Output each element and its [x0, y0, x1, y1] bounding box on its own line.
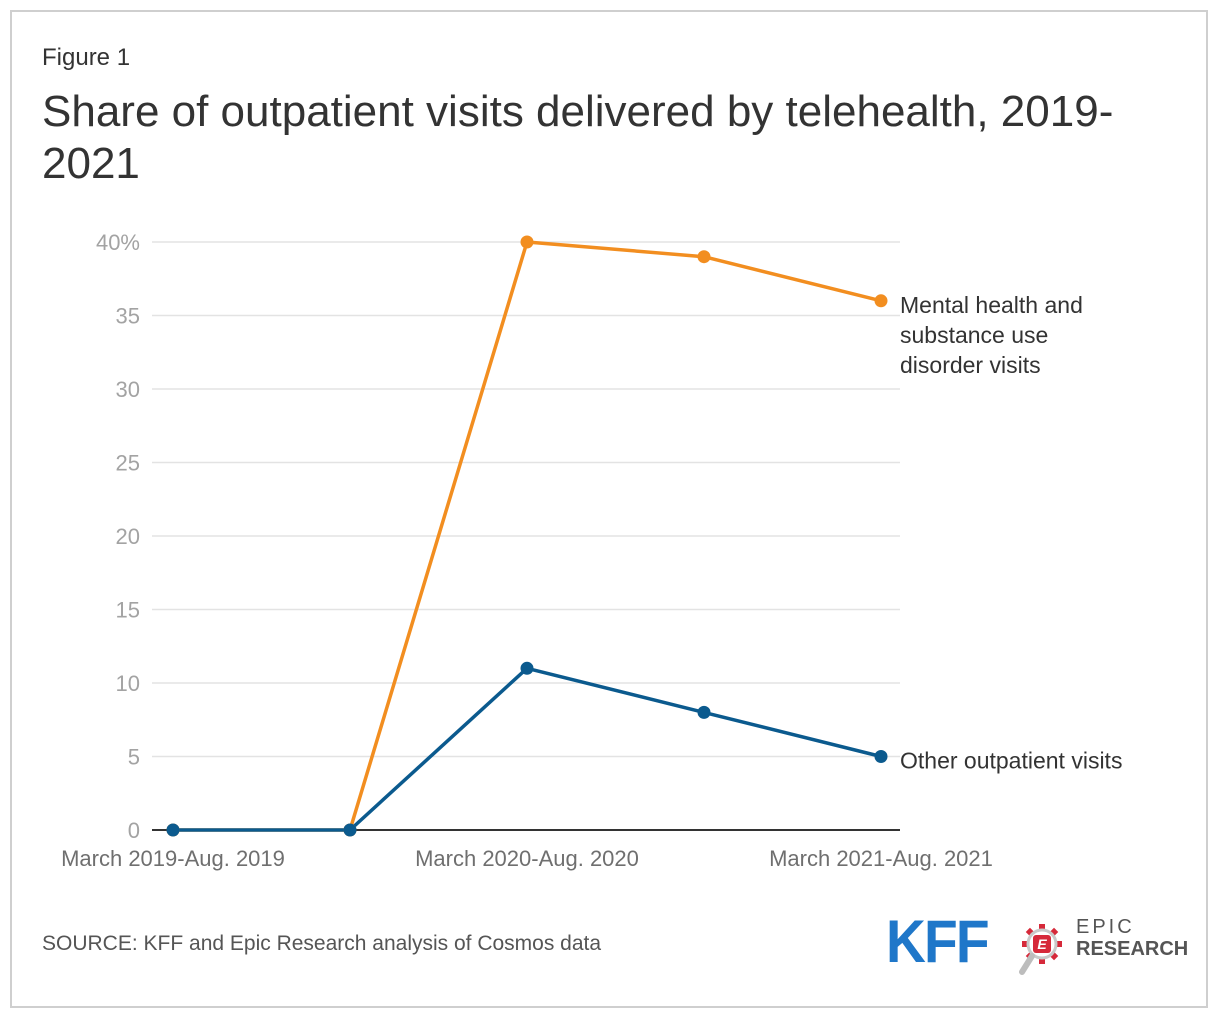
y-tick-label: 15	[116, 598, 140, 623]
y-tick-label: 35	[116, 304, 140, 329]
series-1-label: substance use	[900, 322, 1048, 348]
y-tick-label: 25	[116, 451, 140, 476]
series-2-point	[520, 661, 534, 675]
series-2-point	[874, 750, 888, 763]
series-line-2	[173, 666, 882, 832]
series-1-point	[520, 235, 534, 249]
y-tick-label: 30	[116, 377, 140, 402]
series-1-label: Mental health and	[900, 292, 1083, 318]
series-1-point	[697, 250, 711, 264]
x-tick-label: March 2019-Aug. 2019	[61, 846, 285, 871]
logos: KFF E EPIC RESEARCH	[886, 908, 1188, 975]
figure-label: Figure 1	[42, 44, 131, 71]
y-tick-label: 40%	[96, 230, 140, 255]
epic-research-wordmark: EPIC RESEARCH	[1076, 916, 1188, 960]
series-2-point	[697, 705, 711, 719]
series-2-point	[343, 823, 357, 837]
x-tick-label: March 2021-Aug. 2021	[769, 846, 993, 871]
series-1-point	[874, 294, 888, 308]
epic-wordmark-top: EPIC	[1076, 916, 1135, 938]
chart-title: Share of outpatient visits delivered by …	[42, 87, 1114, 188]
series-2-label: Other outpatient visits	[900, 748, 1122, 774]
kff-logo: KFF	[886, 908, 990, 975]
source-note: SOURCE: KFF and Epic Research analysis o…	[42, 932, 602, 955]
y-tick-label: 0	[128, 818, 140, 843]
y-tick-label: 20	[116, 524, 140, 549]
figure-frame	[10, 10, 1208, 1008]
x-tick-label: March 2020-Aug. 2020	[415, 846, 639, 871]
series-1-label: disorder visits	[900, 352, 1041, 378]
epic-wordmark-bottom: RESEARCH	[1076, 938, 1189, 960]
series-2-point	[166, 823, 180, 837]
epic-research-icon: E	[1019, 924, 1062, 975]
epic-icon-letter: E	[1037, 936, 1047, 952]
y-tick-label: 5	[128, 745, 140, 770]
y-tick-label: 10	[116, 671, 140, 696]
